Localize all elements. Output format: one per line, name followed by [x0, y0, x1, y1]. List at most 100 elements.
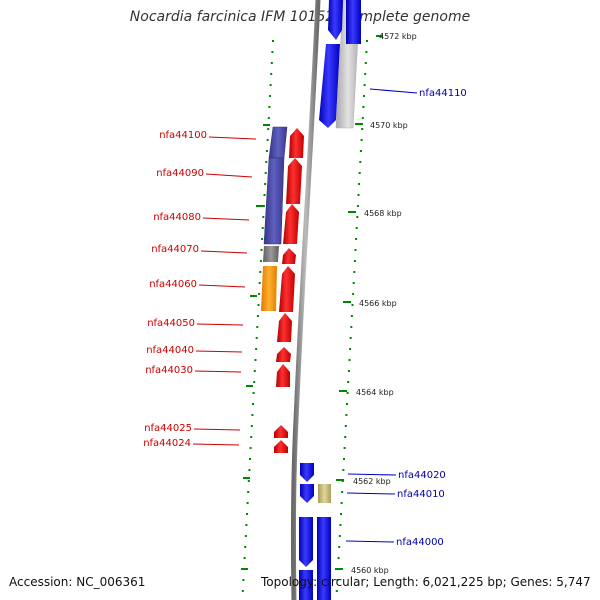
gene-nfa44090-cds[interactable] — [263, 157, 285, 245]
guide-dot — [253, 370, 256, 372]
orf-red-nfa44060[interactable] — [279, 266, 295, 312]
gene-label[interactable]: nfa44110 — [419, 88, 467, 99]
gene-nfa44100-cds[interactable] — [268, 126, 288, 159]
gene-nfa44010-cds[interactable] — [318, 484, 331, 503]
gene-nfa44060-cds[interactable] — [261, 266, 277, 311]
ruler-tick-4564: 4564 kbp — [339, 388, 394, 397]
orf-red-nfa44090[interactable] — [286, 158, 302, 204]
ruler-tick-4560: 4560 kbp — [335, 566, 389, 575]
gene-label[interactable]: nfa44040 — [146, 345, 194, 356]
orf-blue-nfa44010[interactable] — [300, 484, 314, 503]
guide-dot — [357, 194, 360, 196]
guide-dot — [253, 381, 256, 383]
label-nfa44090[interactable]: nfa44090 — [156, 168, 253, 179]
orf-blue-nfa44000-a[interactable] — [299, 517, 313, 600]
orf-red-nfa44024[interactable] — [274, 440, 288, 453]
guide-dot — [243, 557, 246, 559]
guide-dot — [267, 117, 270, 119]
label-nfa44070[interactable]: nfa44070 — [151, 244, 248, 255]
outer-guide-dots — [335, 40, 368, 592]
gene-label[interactable]: nfa44070 — [151, 244, 199, 255]
guide-dot — [244, 535, 247, 537]
gene-label[interactable]: nfa44100 — [159, 130, 207, 141]
label-nfa44110[interactable]: nfa44110 — [369, 88, 467, 99]
orf-red-nfa44040[interactable] — [276, 347, 291, 362]
guide-dot — [247, 491, 250, 493]
orf-red-nfa44030[interactable] — [276, 364, 290, 387]
label-nfa44010[interactable]: nfa44010 — [346, 489, 445, 500]
guide-dot — [255, 337, 258, 339]
ruler-tick-label: 4566 kbp — [359, 299, 397, 308]
ruler-tick-4572: 4572 kbp — [376, 32, 417, 41]
gene-label[interactable]: nfa44010 — [397, 489, 445, 500]
gene-label[interactable]: nfa44000 — [396, 537, 444, 548]
gene-label[interactable]: nfa44050 — [147, 318, 195, 329]
guide-dot — [262, 205, 265, 207]
genome-backbone — [290, 0, 321, 600]
label-nfa44050[interactable]: nfa44050 — [147, 318, 244, 329]
guide-dot — [263, 194, 266, 196]
orf-blue-top-right[interactable] — [346, 0, 361, 44]
guide-dot — [358, 183, 361, 185]
guide-dot — [354, 249, 357, 251]
guide-dot — [346, 403, 348, 405]
ruler-tick-4570: 4570 kbp — [355, 121, 408, 130]
gene-label[interactable]: nfa44080 — [153, 212, 201, 223]
orf-red-nfa44100[interactable] — [289, 128, 304, 158]
guide-dot — [337, 557, 340, 559]
label-nfa44025[interactable]: nfa44025 — [144, 423, 241, 434]
guide-dot — [352, 282, 355, 284]
genome-summary-text: Topology: circular; Length: 6,021,225 bp… — [261, 575, 591, 589]
guide-dot — [339, 524, 342, 526]
label-nfa44030[interactable]: nfa44030 — [145, 365, 242, 376]
gene-label[interactable]: nfa44030 — [145, 365, 193, 376]
guide-dot — [264, 183, 267, 185]
gene-label[interactable]: nfa44025 — [144, 423, 192, 434]
gene-label[interactable]: nfa44090 — [156, 168, 204, 179]
guide-dot — [336, 579, 339, 581]
ruler-tick-4568: 4568 kbp — [348, 209, 402, 218]
guide-dot — [340, 513, 342, 515]
guide-dot — [351, 304, 354, 306]
ruler-tick-label: 4570 kbp — [370, 121, 408, 130]
guide-dot — [256, 326, 259, 328]
gene-label[interactable]: nfa44020 — [398, 470, 446, 481]
guide-dot — [252, 403, 254, 405]
guide-dot — [268, 106, 271, 108]
guide-dot — [261, 238, 264, 240]
gene-nfa44000-cds[interactable] — [317, 517, 331, 600]
guide-dot — [350, 326, 353, 328]
accession-text: Accession: NC_006361 — [9, 575, 146, 589]
orf-red-nfa44080[interactable] — [283, 204, 299, 244]
label-nfa44020[interactable]: nfa44020 — [347, 470, 446, 481]
orf-red-nfa44050[interactable] — [277, 313, 292, 342]
guide-dot — [244, 546, 247, 548]
label-nfa44100[interactable]: nfa44100 — [159, 130, 257, 141]
orf-red-nfa44025[interactable] — [274, 425, 288, 438]
gene-nfa44070-cds[interactable] — [263, 246, 279, 262]
guide-dot — [267, 128, 270, 130]
orf-red-nfa44070[interactable] — [282, 248, 296, 264]
label-nfa44040[interactable]: nfa44040 — [146, 345, 243, 356]
guide-dot — [250, 436, 253, 438]
label-nfa44080[interactable]: nfa44080 — [153, 212, 250, 223]
label-nfa44060[interactable]: nfa44060 — [149, 279, 246, 290]
guide-dot — [343, 458, 345, 460]
guide-dot — [270, 62, 273, 64]
label-nfa44000[interactable]: nfa44000 — [345, 537, 444, 548]
orf-blue-nfa44020[interactable] — [300, 463, 314, 482]
guide-dot — [355, 227, 358, 229]
guide-dot — [366, 40, 368, 42]
guide-dot — [258, 293, 261, 295]
guide-dot — [356, 216, 359, 218]
guide-dot — [259, 271, 262, 273]
guide-dot — [341, 491, 344, 493]
guide-dot — [361, 117, 364, 119]
label-nfa44024[interactable]: nfa44024 — [143, 438, 240, 449]
orf-blue-top[interactable] — [319, 0, 343, 128]
guide-dot — [265, 150, 268, 152]
guide-dot — [352, 293, 355, 295]
gene-label[interactable]: nfa44024 — [143, 438, 191, 449]
gene-label[interactable]: nfa44060 — [149, 279, 197, 290]
